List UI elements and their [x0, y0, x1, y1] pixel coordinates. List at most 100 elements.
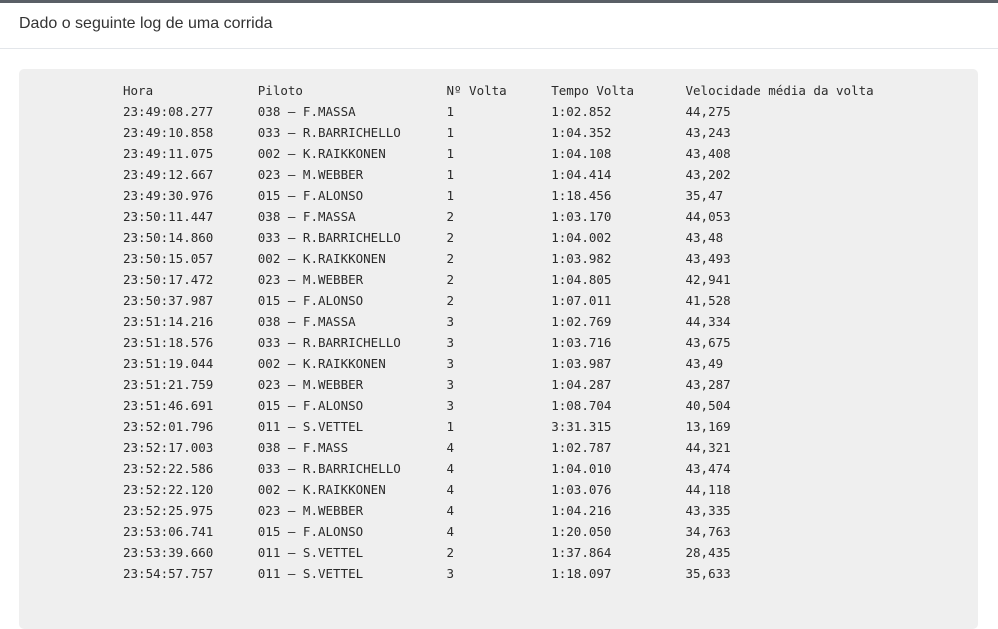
cell-hora: 23:54:57.757: [123, 566, 214, 581]
cell-tempo-volta: 1:07.011: [551, 293, 612, 308]
cell-velocidade-media: 40,504: [685, 398, 731, 413]
race-log-table: Hora Piloto Nº Volta Tempo Volta Velocid…: [123, 80, 978, 584]
cell-hora: 23:49:12.667: [123, 167, 214, 182]
cell-volta: 3: [446, 377, 454, 392]
cell-volta: 1: [446, 167, 454, 182]
cell-tempo-volta: 1:04.805: [551, 272, 612, 287]
cell-piloto: 038 – F.MASSA: [257, 104, 356, 119]
cell-velocidade-media: 44,334: [685, 314, 731, 329]
cell-volta: 4: [446, 461, 454, 476]
cell-volta: 4: [446, 482, 454, 497]
column-header-velocidade-media: Velocidade média da volta: [685, 83, 874, 98]
cell-velocidade-media: 43,49: [685, 356, 724, 371]
cell-piloto: 015 – F.ALONSO: [257, 398, 364, 413]
cell-tempo-volta: 1:03.716: [551, 335, 612, 350]
cell-tempo-volta: 1:03.982: [551, 251, 612, 266]
cell-piloto: 011 – S.VETTEL: [257, 566, 364, 581]
cell-volta: 3: [446, 398, 454, 413]
cell-velocidade-media: 44,275: [685, 104, 731, 119]
column-header-tempo-volta: Tempo Volta: [551, 83, 635, 98]
cell-piloto: 011 – S.VETTEL: [257, 419, 364, 434]
column-header-volta: Nº Volta: [446, 83, 507, 98]
cell-velocidade-media: 43,675: [685, 335, 731, 350]
cell-tempo-volta: 1:04.010: [551, 461, 612, 476]
cell-velocidade-media: 43,48: [685, 230, 724, 245]
cell-tempo-volta: 1:03.076: [551, 482, 612, 497]
table-row: 23:52:22.120 002 – K.RAIKKONEN 4 1:03.076 44…: [123, 479, 978, 500]
table-row: 23:51:19.044 002 – K.RAIKKONEN 3 1:03.987 43…: [123, 353, 978, 374]
cell-velocidade-media: 41,528: [685, 293, 731, 308]
cell-volta: 1: [446, 125, 454, 140]
cell-hora: 23:51:21.759: [123, 377, 214, 392]
cell-velocidade-media: 43,335: [685, 503, 731, 518]
cell-velocidade-media: 35,47: [685, 188, 724, 203]
card-header: Dado o seguinte log de uma corrida: [0, 3, 998, 49]
cell-tempo-volta: 1:02.769: [551, 314, 612, 329]
cell-hora: 23:52:22.120: [123, 482, 214, 497]
table-row: 23:50:17.472 023 – M.WEBBER 2 1:04.805 42,94…: [123, 269, 978, 290]
cell-velocidade-media: 34,763: [685, 524, 731, 539]
table-row: 23:50:11.447 038 – F.MASSA 2 1:03.170 44,053: [123, 206, 978, 227]
cell-hora: 23:49:10.858: [123, 125, 214, 140]
cell-hora: 23:51:18.576: [123, 335, 214, 350]
page-title: Dado o seguinte log de uma corrida: [19, 15, 273, 32]
cell-piloto: 002 – K.RAIKKONEN: [257, 482, 386, 497]
cell-hora: 23:50:17.472: [123, 272, 214, 287]
cell-hora: 23:51:19.044: [123, 356, 214, 371]
cell-velocidade-media: 43,474: [685, 461, 731, 476]
cell-hora: 23:50:15.057: [123, 251, 214, 266]
cell-volta: 1: [446, 188, 454, 203]
cell-piloto: 023 – M.WEBBER: [257, 167, 364, 182]
cell-tempo-volta: 3:31.315: [551, 419, 612, 434]
cell-piloto: 015 – F.ALONSO: [257, 524, 364, 539]
table-row: 23:52:17.003 038 – F.MASS 4 1:02.787 44,321: [123, 437, 978, 458]
cell-piloto: 023 – M.WEBBER: [257, 503, 364, 518]
cell-velocidade-media: 44,321: [685, 440, 731, 455]
cell-volta: 4: [446, 440, 454, 455]
table-row: 23:50:14.860 033 – R.BARRICHELLO 2 1:04.002…: [123, 227, 978, 248]
cell-velocidade-media: 44,118: [685, 482, 731, 497]
cell-hora: 23:49:30.976: [123, 188, 214, 203]
table-row: 23:49:12.667 023 – M.WEBBER 1 1:04.414 43,20…: [123, 164, 978, 185]
cell-piloto: 033 – R.BARRICHELLO: [257, 230, 401, 245]
table-row: 23:53:06.741 015 – F.ALONSO 4 1:20.050 34,76…: [123, 521, 978, 542]
cell-hora: 23:49:08.277: [123, 104, 214, 119]
cell-tempo-volta: 1:04.287: [551, 377, 612, 392]
cell-volta: 1: [446, 104, 454, 119]
cell-hora: 23:50:14.860: [123, 230, 214, 245]
table-row: 23:49:30.976 015 – F.ALONSO 1 1:18.456 35,47: [123, 185, 978, 206]
cell-piloto: 023 – M.WEBBER: [257, 272, 364, 287]
cell-tempo-volta: 1:03.170: [551, 209, 612, 224]
cell-velocidade-media: 44,053: [685, 209, 731, 224]
cell-velocidade-media: 43,287: [685, 377, 731, 392]
cell-tempo-volta: 1:18.456: [551, 188, 612, 203]
cell-volta: 2: [446, 293, 454, 308]
cell-velocidade-media: 42,941: [685, 272, 731, 287]
table-row: 23:49:11.075 002 – K.RAIKKONEN 1 1:04.108 43…: [123, 143, 978, 164]
cell-tempo-volta: 1:08.704: [551, 398, 612, 413]
cell-volta: 2: [446, 272, 454, 287]
cell-piloto: 015 – F.ALONSO: [257, 188, 364, 203]
table-row: 23:52:22.586 033 – R.BARRICHELLO 4 1:04.010…: [123, 458, 978, 479]
table-row: 23:52:01.796 011 – S.VETTEL 1 3:31.315 13,16…: [123, 416, 978, 437]
cell-piloto: 033 – R.BARRICHELLO: [257, 335, 401, 350]
cell-volta: 4: [446, 503, 454, 518]
cell-piloto: 002 – K.RAIKKONEN: [257, 356, 386, 371]
table-row: 23:52:25.975 023 – M.WEBBER 4 1:04.216 43,33…: [123, 500, 978, 521]
cell-tempo-volta: 1:20.050: [551, 524, 612, 539]
cell-hora: 23:52:17.003: [123, 440, 214, 455]
cell-tempo-volta: 1:02.787: [551, 440, 612, 455]
cell-volta: 3: [446, 566, 454, 581]
cell-tempo-volta: 1:18.097: [551, 566, 612, 581]
cell-volta: 4: [446, 524, 454, 539]
cell-velocidade-media: 43,408: [685, 146, 731, 161]
log-code-block: Hora Piloto Nº Volta Tempo Volta Velocid…: [19, 69, 978, 629]
cell-tempo-volta: 1:04.108: [551, 146, 612, 161]
column-header-hora: Hora: [123, 83, 154, 98]
cell-piloto: 002 – K.RAIKKONEN: [257, 251, 386, 266]
cell-velocidade-media: 43,202: [685, 167, 731, 182]
cell-hora: 23:50:37.987: [123, 293, 214, 308]
top-border: [0, 0, 998, 3]
table-row: 23:49:08.277 038 – F.MASSA 1 1:02.852 44,275: [123, 101, 978, 122]
table-row: 23:53:39.660 011 – S.VETTEL 2 1:37.864 28,43…: [123, 542, 978, 563]
